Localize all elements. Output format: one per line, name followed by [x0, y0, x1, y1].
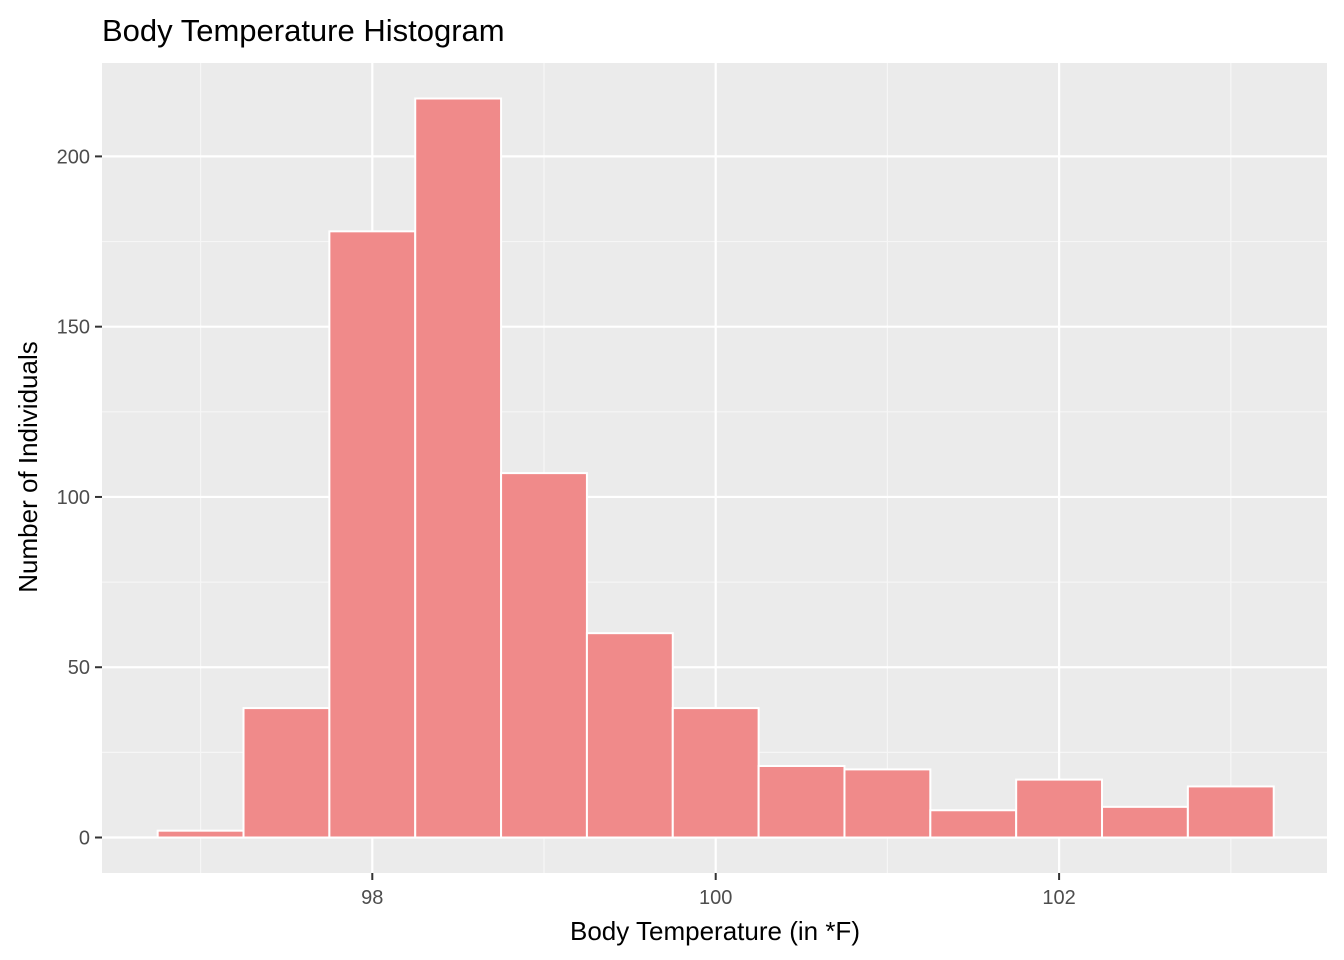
histogram-bars: [156, 97, 1275, 839]
minor-gridlines: [102, 63, 1327, 873]
y-tick-label: 50: [68, 657, 90, 679]
y-tick-label: 200: [57, 146, 90, 168]
y-tick-label: 150: [57, 317, 90, 339]
histogram-bar: [328, 230, 417, 839]
histogram-bar: [1101, 805, 1189, 839]
histogram-bar: [585, 632, 674, 839]
histogram-bar: [843, 768, 932, 839]
chart-title: Body Temperature Histogram: [102, 13, 505, 48]
histogram-bar: [1186, 785, 1275, 839]
y-axis-title: Number of Individuals: [13, 341, 43, 592]
x-tick-label: 102: [1042, 887, 1075, 909]
x-axis-title: Body Temperature (in *F): [570, 916, 860, 946]
histogram-bar: [1015, 778, 1104, 839]
histogram-bar: [500, 472, 588, 839]
histogram-bar: [757, 764, 846, 839]
x-tick-label: 100: [699, 887, 732, 909]
histogram-bar: [414, 97, 503, 839]
x-tick-label: 98: [361, 887, 383, 909]
histogram-bar: [671, 707, 760, 839]
y-tick-label: 100: [57, 487, 90, 509]
histogram-bar: [929, 809, 1018, 839]
y-tick-label: 0: [79, 828, 90, 850]
x-axis: 98 100 102: [361, 873, 1076, 909]
y-axis: 0 50 100 150 200: [57, 146, 102, 850]
histogram-bar: [156, 829, 245, 839]
histogram-bar: [242, 707, 331, 839]
